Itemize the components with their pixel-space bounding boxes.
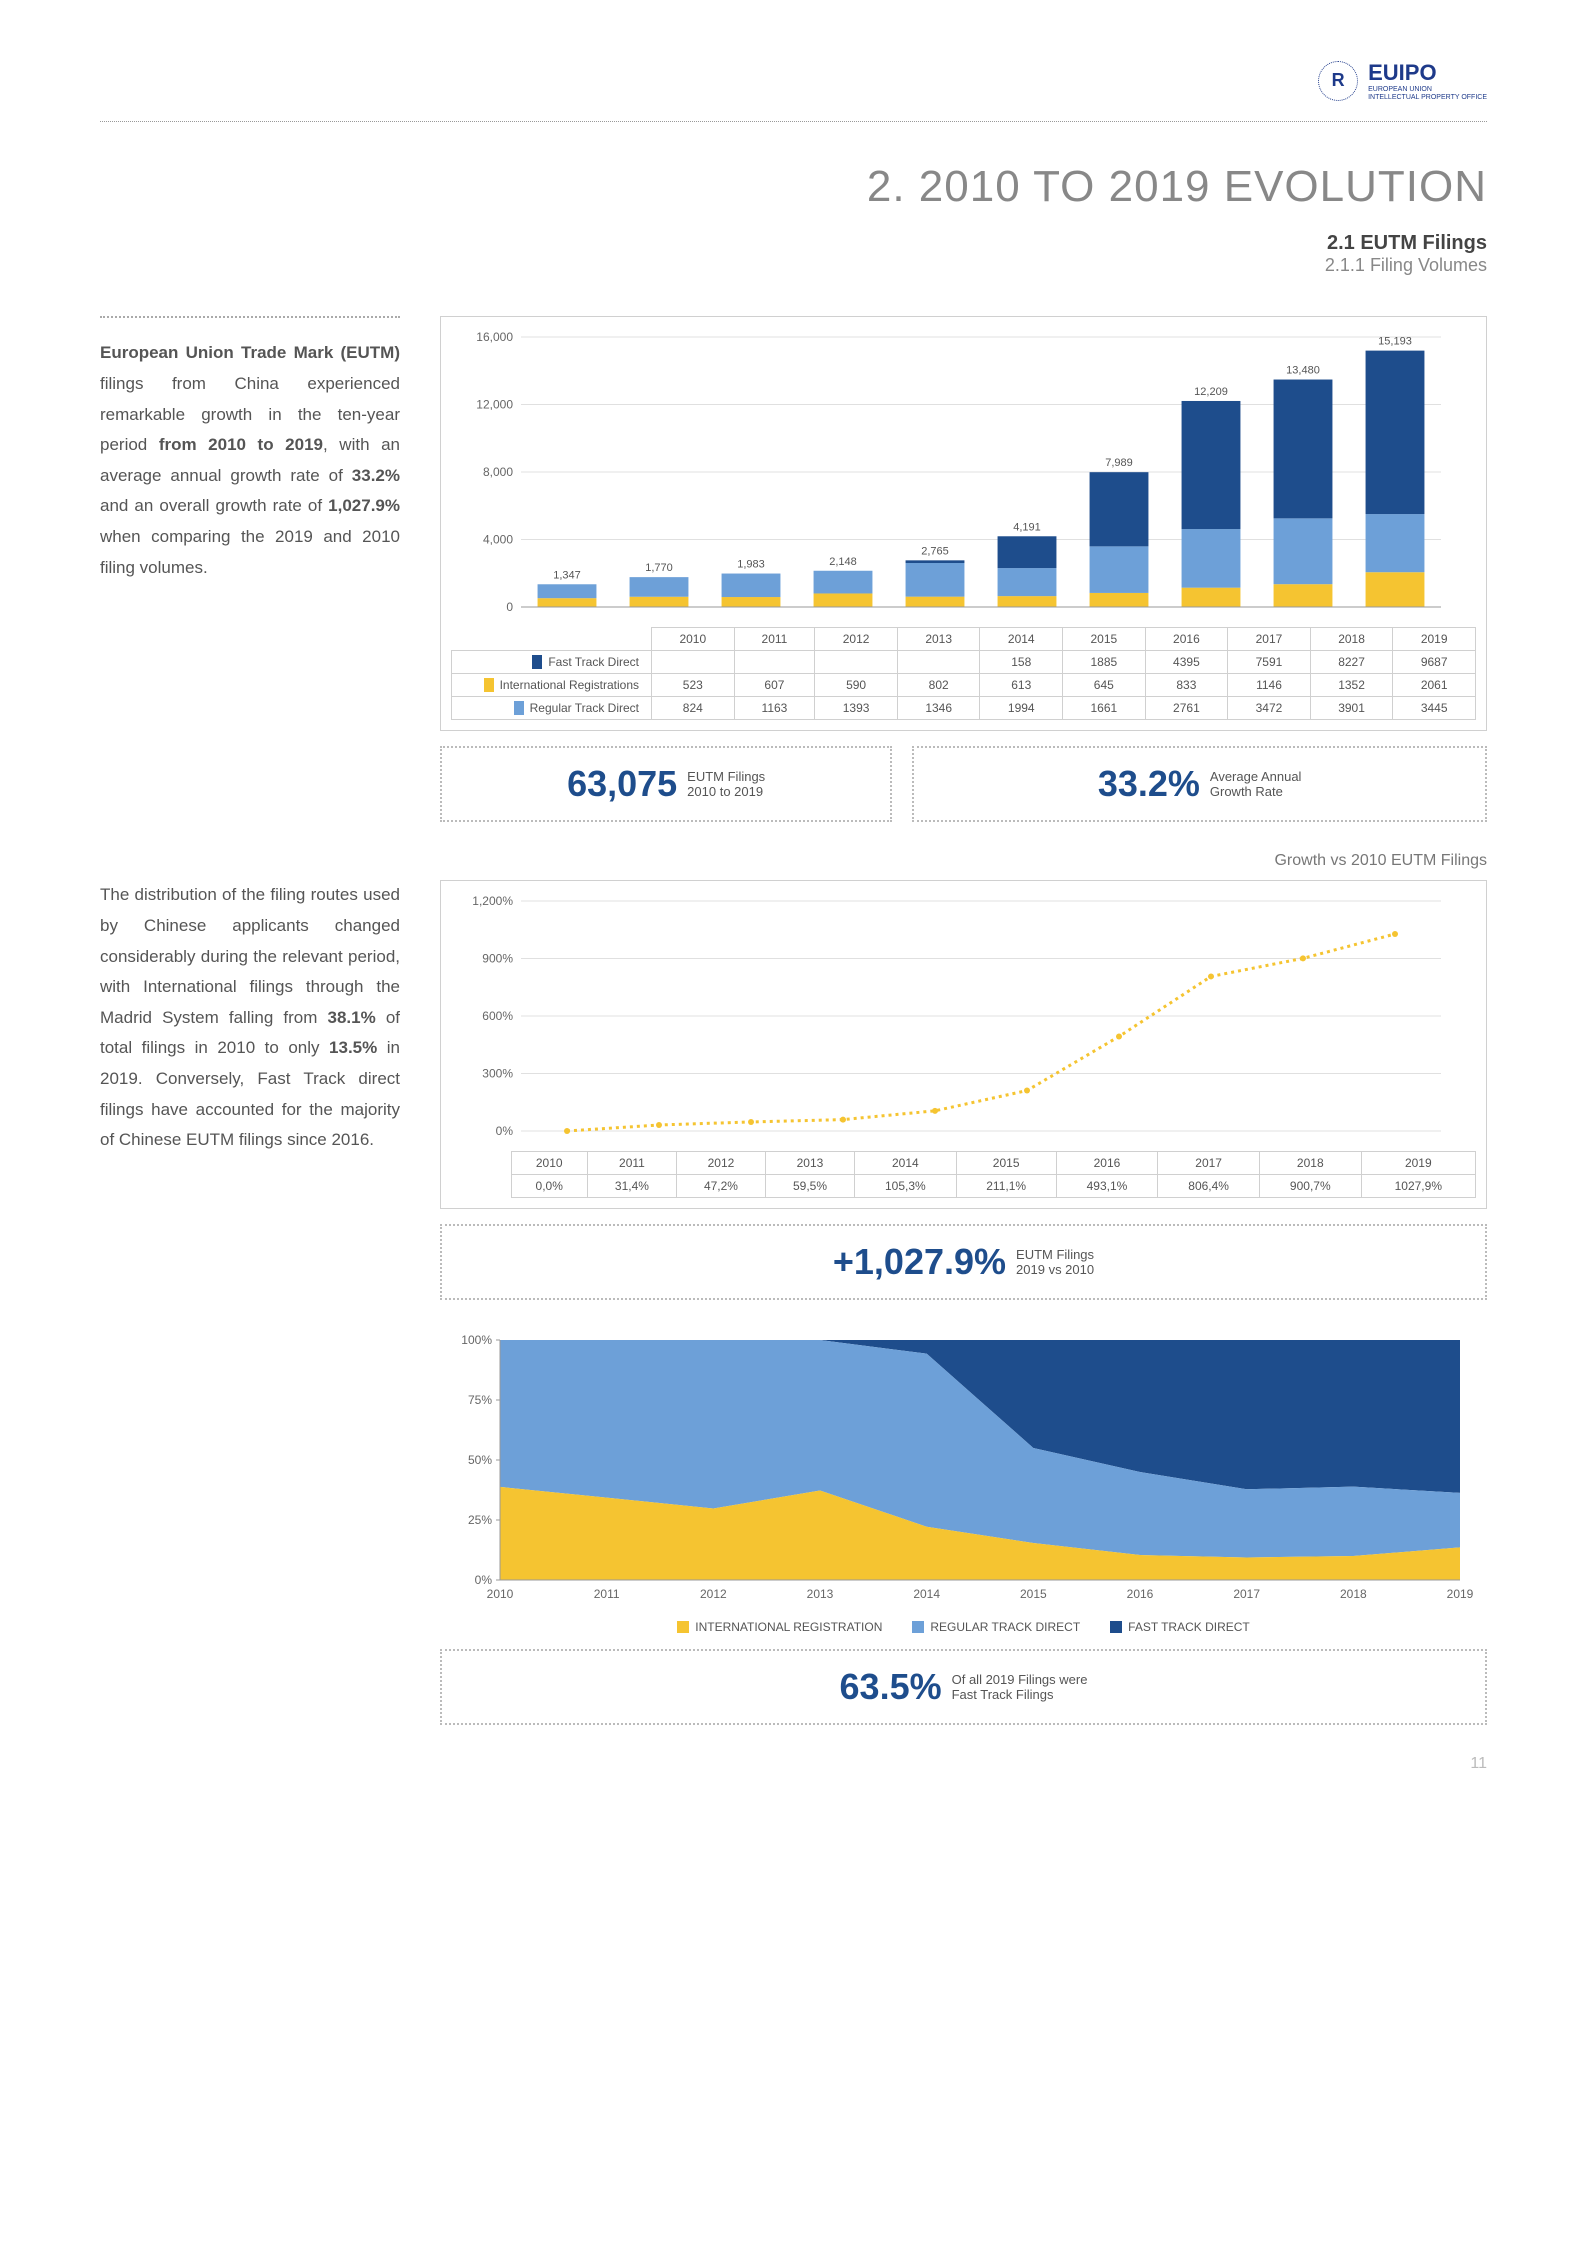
svg-text:2019: 2019 (1447, 1587, 1474, 1601)
svg-text:300%: 300% (482, 1067, 513, 1081)
svg-text:0%: 0% (475, 1573, 493, 1587)
bar-chart-data-table: 2010201120122013201420152016201720182019… (451, 627, 1476, 720)
svg-text:50%: 50% (468, 1453, 492, 1467)
svg-text:1,347: 1,347 (553, 570, 581, 582)
svg-text:2010: 2010 (487, 1587, 514, 1601)
legend-intl: INTERNATIONAL REGISTRATION (677, 1620, 882, 1634)
svg-text:8,000: 8,000 (483, 465, 513, 479)
svg-text:1,200%: 1,200% (472, 894, 513, 908)
page-number: 11 (100, 1755, 1487, 1773)
logo-icon: R (1318, 61, 1358, 101)
growth-chart: 0% 300% 600% 900% 1,200% (451, 891, 1451, 1151)
svg-text:2014: 2014 (913, 1587, 940, 1601)
stat-num: 63.5% (840, 1666, 942, 1708)
svg-text:2,765: 2,765 (921, 546, 949, 558)
logo-sub2: INTELLECTUAL PROPERTY OFFICE (1368, 94, 1487, 102)
svg-text:2012: 2012 (700, 1587, 727, 1601)
svg-text:4,191: 4,191 (1013, 522, 1041, 534)
header-divider (100, 121, 1487, 122)
area-chart: 0% 25% 50% 75% 100% 2010 2011 2012 2013 2014 2015 2… (440, 1330, 1480, 1610)
svg-text:25%: 25% (468, 1513, 492, 1527)
svg-text:1,770: 1,770 (645, 563, 673, 575)
svg-text:600%: 600% (482, 1009, 513, 1023)
stat-label: EUTM Filings 2019 vs 2010 (1016, 1247, 1094, 1278)
paragraph-1: European Union Trade Mark (EUTM) filings… (100, 316, 400, 822)
svg-text:13,480: 13,480 (1286, 365, 1320, 377)
svg-text:2011: 2011 (594, 1587, 620, 1601)
legend-fast: FAST TRACK DIRECT (1110, 1620, 1250, 1634)
svg-text:0%: 0% (496, 1124, 514, 1138)
section-title: 2. 2010 TO 2019 EVOLUTION (100, 162, 1487, 212)
svg-text:4,000: 4,000 (483, 533, 513, 547)
logo-name: EUIPO (1368, 60, 1487, 86)
legend-regular: REGULAR TRACK DIRECT (912, 1620, 1080, 1634)
svg-text:2015: 2015 (1020, 1587, 1047, 1601)
growth-chart-title: Growth vs 2010 EUTM Filings (100, 852, 1487, 870)
stat-label: Of all 2019 Filings were Fast Track Fili… (952, 1672, 1088, 1703)
svg-text:12,209: 12,209 (1194, 386, 1228, 398)
stat-total-filings: 63,075 EUTM Filings 2010 to 2019 (440, 746, 892, 822)
svg-text:15,193: 15,193 (1378, 336, 1412, 348)
page-header: R EUIPO EUROPEAN UNION INTELLECTUAL PROP… (100, 60, 1487, 101)
growth-chart-data-table: 2010201120122013201420152016201720182019… (451, 1151, 1476, 1198)
svg-text:7,989: 7,989 (1105, 458, 1133, 470)
stat-fast-share: 63.5% Of all 2019 Filings were Fast Trac… (440, 1649, 1487, 1725)
svg-text:2,148: 2,148 (829, 556, 857, 568)
logo-sub1: EUROPEAN UNION (1368, 86, 1487, 94)
stat-growth-rate: 33.2% Average Annual Growth Rate (912, 746, 1487, 822)
title-block: 2. 2010 TO 2019 EVOLUTION 2.1 EUTM Filin… (100, 162, 1487, 276)
section-subsubtitle: 2.1.1 Filing Volumes (100, 255, 1487, 276)
svg-text:0: 0 (506, 600, 513, 614)
stat-label: EUTM Filings 2010 to 2019 (687, 769, 765, 800)
stat-num: 33.2% (1098, 763, 1200, 805)
svg-text:16,000: 16,000 (476, 330, 513, 344)
svg-text:900%: 900% (482, 952, 513, 966)
svg-text:75%: 75% (468, 1393, 492, 1407)
svg-text:2016: 2016 (1127, 1587, 1154, 1601)
svg-text:100%: 100% (461, 1333, 492, 1347)
stat-growth-pct: +1,027.9% EUTM Filings 2019 vs 2010 (440, 1224, 1487, 1300)
paragraph-2: The distribution of the filing routes us… (100, 880, 400, 1300)
sidebar-spacer (100, 1330, 400, 1725)
svg-text:12,000: 12,000 (476, 398, 513, 412)
section-subtitle: 2.1 EUTM Filings (100, 232, 1487, 255)
stat-num: +1,027.9% (833, 1241, 1006, 1283)
bar-chart: 0 4,000 8,000 12,000 16,000 1,347 1,770 1,983 2,… (451, 327, 1451, 627)
stat-label: Average Annual Growth Rate (1210, 769, 1302, 800)
euipo-logo: R EUIPO EUROPEAN UNION INTELLECTUAL PROP… (1318, 60, 1487, 101)
growth-chart-container: 0% 300% 600% 900% 1,200% 2010201120122013201… (440, 880, 1487, 1209)
svg-text:1,983: 1,983 (737, 559, 765, 571)
bar-chart-container: 0 4,000 8,000 12,000 16,000 1,347 1,770 1,983 2,… (440, 316, 1487, 731)
area-chart-legend: INTERNATIONAL REGISTRATION REGULAR TRACK… (440, 1620, 1487, 1634)
svg-text:2017: 2017 (1233, 1587, 1260, 1601)
svg-text:2018: 2018 (1340, 1587, 1367, 1601)
svg-text:2013: 2013 (807, 1587, 834, 1601)
stat-num: 63,075 (567, 763, 677, 805)
area-chart-container: 0% 25% 50% 75% 100% 2010 2011 2012 2013 2014 2015 2… (440, 1330, 1487, 1725)
